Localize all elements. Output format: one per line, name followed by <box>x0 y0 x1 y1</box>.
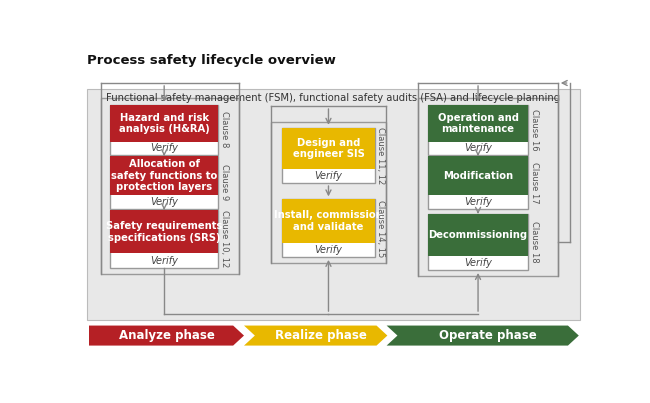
Bar <box>110 210 218 268</box>
Text: Clause 14, 15: Clause 14, 15 <box>376 199 385 257</box>
Bar <box>428 156 528 208</box>
Text: Verify: Verify <box>315 171 343 181</box>
Text: Clause 8: Clause 8 <box>220 111 229 148</box>
Text: Operate phase: Operate phase <box>439 329 537 342</box>
Bar <box>428 156 528 195</box>
Bar <box>419 98 558 276</box>
Bar <box>282 199 375 243</box>
Bar <box>282 128 375 183</box>
Bar <box>271 122 386 263</box>
Bar <box>428 104 528 155</box>
Text: Safety requirements
specifications (SRS): Safety requirements specifications (SRS) <box>106 221 222 243</box>
Text: Process safety lifecycle overview: Process safety lifecycle overview <box>88 54 336 67</box>
Text: Verify: Verify <box>464 143 492 154</box>
Text: Verify: Verify <box>315 245 343 255</box>
Bar <box>110 210 218 253</box>
Polygon shape <box>89 326 244 346</box>
Bar <box>110 104 218 142</box>
Bar <box>110 156 218 195</box>
Text: Operation and
maintenance: Operation and maintenance <box>437 112 519 134</box>
Bar <box>110 104 218 155</box>
Text: Realize phase: Realize phase <box>275 329 367 342</box>
Text: Functional safety management (FSM), functional safety audits (FSA) and lifecycle: Functional safety management (FSM), func… <box>106 93 560 103</box>
Text: Verify: Verify <box>150 143 178 154</box>
Text: Clause 11, 12: Clause 11, 12 <box>376 127 385 184</box>
Text: Allocation of
safety functions to
protection layers: Allocation of safety functions to protec… <box>111 159 217 192</box>
Text: Verify: Verify <box>150 197 178 207</box>
Text: Analyze phase: Analyze phase <box>118 329 214 342</box>
Polygon shape <box>387 326 578 346</box>
Bar <box>428 214 528 256</box>
Bar <box>88 89 580 320</box>
Bar <box>282 199 375 257</box>
Text: Clause 10, 12: Clause 10, 12 <box>220 210 229 268</box>
Bar <box>428 214 528 270</box>
Text: Decommissioning: Decommissioning <box>428 230 528 240</box>
Bar <box>110 156 218 208</box>
Text: Clause 9: Clause 9 <box>220 164 229 200</box>
Text: Clause 18: Clause 18 <box>530 221 539 263</box>
Polygon shape <box>244 326 387 346</box>
Bar <box>428 104 528 142</box>
Text: Hazard and risk
analysis (H&RA): Hazard and risk analysis (H&RA) <box>119 112 209 134</box>
Text: Design and
engineer SIS: Design and engineer SIS <box>292 138 365 159</box>
Text: Verify: Verify <box>464 197 492 207</box>
Text: Verify: Verify <box>150 256 178 266</box>
Text: Clause 16: Clause 16 <box>530 109 539 150</box>
Text: Clause 17: Clause 17 <box>530 162 539 203</box>
Text: Modification: Modification <box>443 171 513 181</box>
Bar <box>282 128 375 169</box>
Bar <box>101 98 239 274</box>
Text: Install, commission
and validate: Install, commission and validate <box>274 210 383 232</box>
Text: Verify: Verify <box>464 258 492 268</box>
